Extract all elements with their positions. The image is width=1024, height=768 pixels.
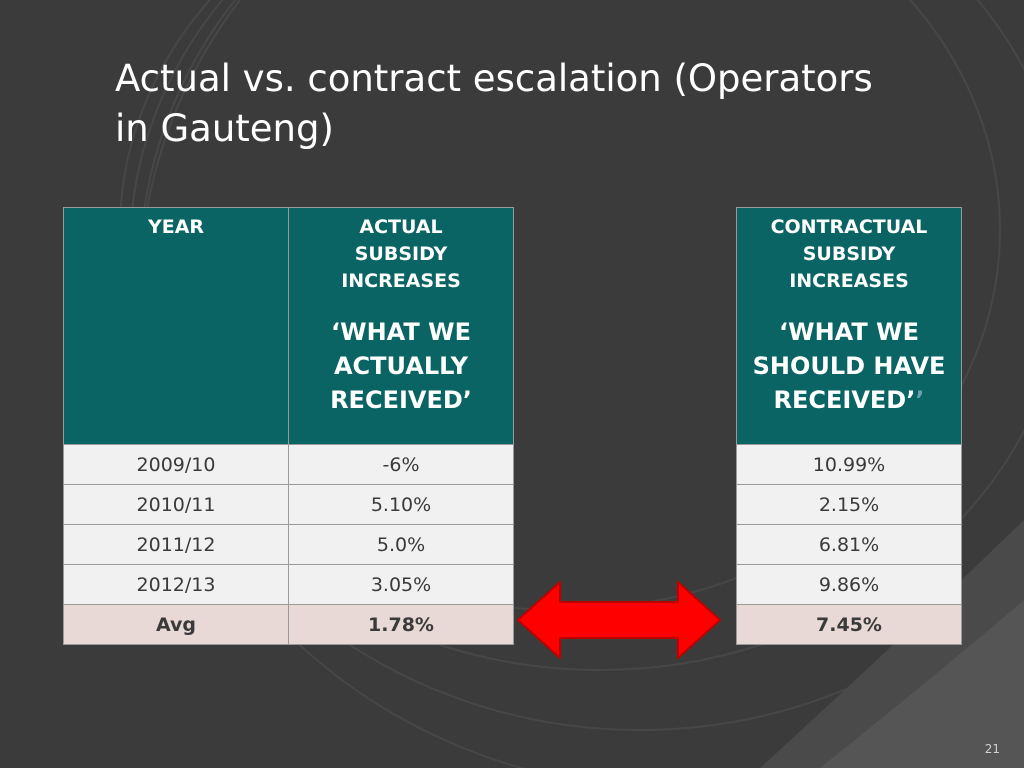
actual-value-cell: 3.05%	[288, 564, 514, 605]
year-cell: 2012/13	[63, 564, 289, 605]
year-header: YEAR	[63, 207, 289, 445]
table-row: 2010/11 5.10%	[63, 484, 514, 525]
avg-label-cell: Avg	[63, 604, 289, 645]
contractual-subsidy-table: CONTRACTUAL SUBSIDY INCREASES ‘WHAT WE S…	[736, 207, 962, 645]
actual-quote-line-1: ‘WHAT WE	[331, 318, 471, 346]
contractual-value-cell: 10.99%	[736, 444, 962, 485]
contractual-quote-line-3: RECEIVED’	[773, 386, 916, 414]
actual-header: ACTUAL SUBSIDY INCREASES ‘WHAT WE ACTUAL…	[288, 207, 514, 445]
actual-subsidy-table: YEAR ACTUAL SUBSIDY INCREASES ‘WHAT WE A…	[63, 207, 514, 645]
title-line-1: Actual vs. contract escalation (Operator…	[115, 57, 873, 100]
avg-row: Avg 1.78%	[63, 604, 514, 645]
contractual-value-cell: 6.81%	[736, 524, 962, 565]
header-row: YEAR ACTUAL SUBSIDY INCREASES ‘WHAT WE A…	[63, 207, 514, 445]
actual-header-line-2: SUBSIDY	[354, 243, 448, 265]
table-row: 2009/10 -6%	[63, 444, 514, 485]
slide-title: Actual vs. contract escalation (Operator…	[115, 54, 915, 154]
page-number: 21	[984, 742, 1000, 756]
contractual-quote-line-1: ‘WHAT WE	[779, 318, 919, 346]
avg-row: 7.45%	[736, 604, 962, 645]
year-header-label: YEAR	[147, 216, 205, 238]
year-cell: 2010/11	[63, 484, 289, 525]
actual-value-cell: -6%	[288, 444, 514, 485]
actual-quote-line-3: RECEIVED’	[330, 386, 472, 414]
table-row: 10.99%	[736, 444, 962, 485]
contractual-header-line-2: SUBSIDY	[802, 243, 896, 265]
avg-actual-value-cell: 1.78%	[288, 604, 514, 645]
actual-header-line-1: ACTUAL	[359, 216, 443, 238]
avg-contractual-value-cell: 7.45%	[736, 604, 962, 645]
double-headed-arrow-icon	[517, 581, 721, 659]
year-cell: 2009/10	[63, 444, 289, 485]
contractual-header-line-3: INCREASES	[789, 270, 909, 292]
contractual-quote-line-2: SHOULD HAVE	[752, 352, 946, 380]
contractual-value-cell: 9.86%	[736, 564, 962, 605]
table-row: 9.86%	[736, 564, 962, 605]
year-cell: 2011/12	[63, 524, 289, 565]
header-row: CONTRACTUAL SUBSIDY INCREASES ‘WHAT WE S…	[736, 207, 962, 445]
contractual-header: CONTRACTUAL SUBSIDY INCREASES ‘WHAT WE S…	[736, 207, 962, 445]
actual-value-cell: 5.10%	[288, 484, 514, 525]
contractual-value-cell: 2.15%	[736, 484, 962, 525]
title-line-2: in Gauteng)	[115, 107, 334, 150]
table-row: 2.15%	[736, 484, 962, 525]
actual-header-line-3: INCREASES	[341, 270, 461, 292]
table-row: 2012/13 3.05%	[63, 564, 514, 605]
contractual-header-line-1: CONTRACTUAL	[770, 216, 928, 238]
actual-quote-line-2: ACTUALLY	[333, 352, 469, 380]
table-row: 6.81%	[736, 524, 962, 565]
table-row: 2011/12 5.0%	[63, 524, 514, 565]
quote-accent-mark: ’	[915, 386, 925, 414]
actual-value-cell: 5.0%	[288, 524, 514, 565]
